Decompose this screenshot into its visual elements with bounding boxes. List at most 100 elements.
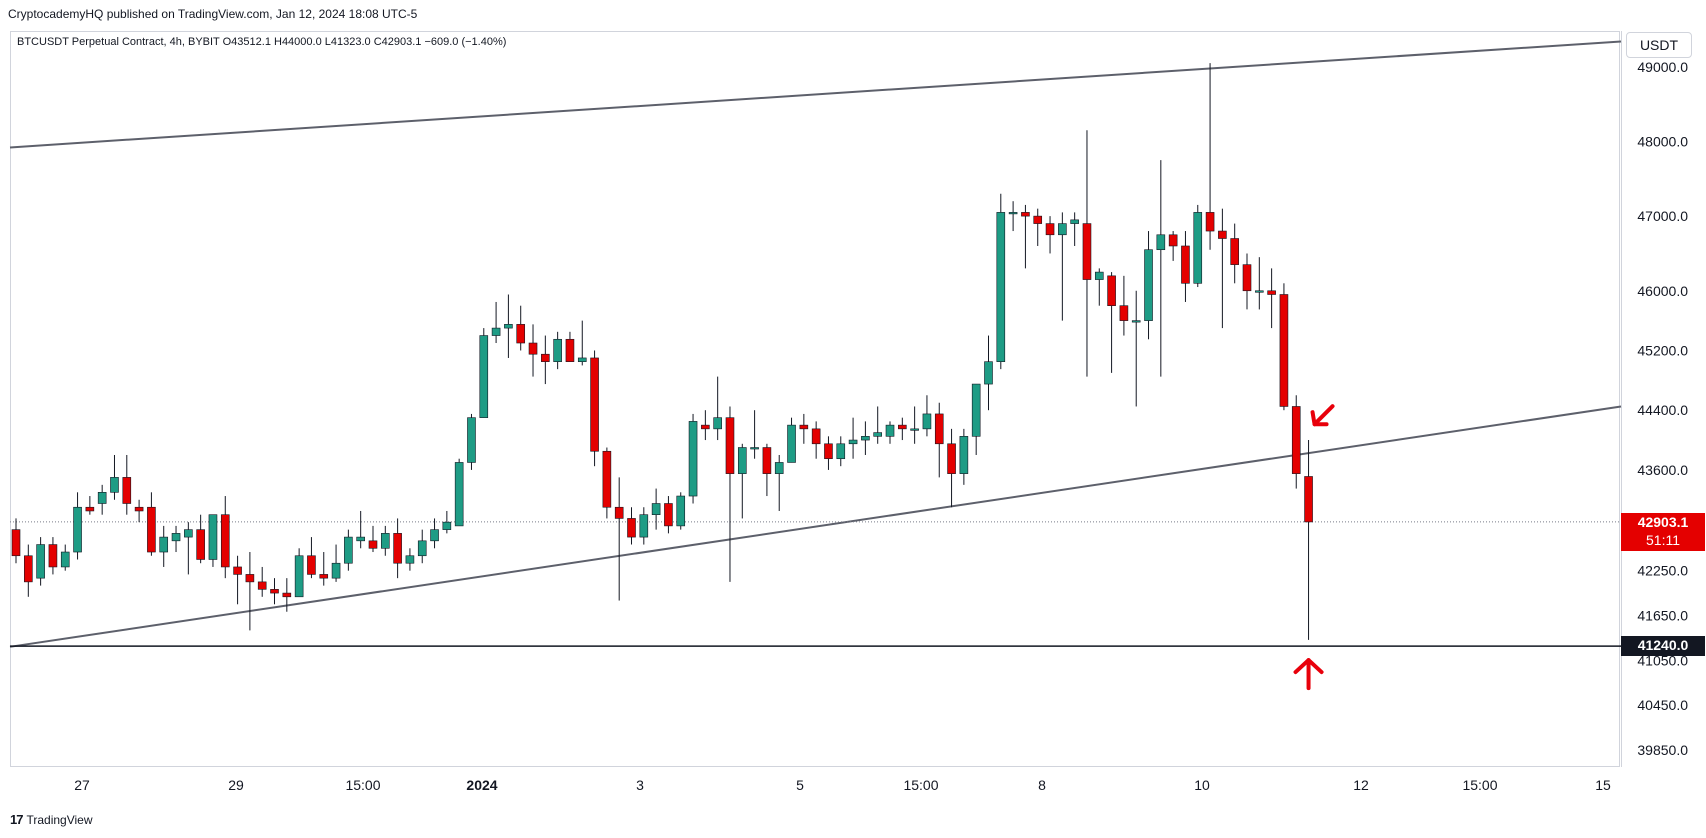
- candle: [1267, 268, 1276, 329]
- candle: [774, 454, 784, 511]
- candle-body: [934, 413, 944, 445]
- candle-body: [1144, 249, 1153, 321]
- candle: [602, 447, 612, 519]
- candle-body: [676, 495, 686, 527]
- candle-body: [1168, 234, 1178, 247]
- candle: [1218, 208, 1227, 329]
- trendline-2: [9, 405, 1622, 648]
- candle-body: [110, 477, 119, 493]
- candle: [110, 454, 119, 500]
- candle: [1156, 160, 1166, 377]
- candle-body: [85, 506, 95, 512]
- candle-body: [1304, 476, 1313, 523]
- candle-body: [36, 544, 45, 579]
- candle: [1045, 216, 1055, 254]
- candle: [405, 548, 415, 571]
- candle: [1242, 253, 1252, 310]
- candle: [1107, 272, 1116, 373]
- candle: [971, 383, 981, 455]
- candle: [1070, 212, 1079, 246]
- candle: [48, 537, 58, 575]
- time-tick-label: 15:00: [1462, 777, 1497, 793]
- candle: [196, 514, 205, 564]
- candle-body: [614, 506, 624, 519]
- symbol-info[interactable]: BTCUSDT Perpetual Contract, 4h, BYBIT O4…: [17, 36, 507, 48]
- candle-body: [1033, 215, 1043, 224]
- candle-body: [220, 514, 230, 568]
- price-tick-label: 43600.0: [1637, 462, 1688, 478]
- candle-body: [479, 335, 489, 418]
- candle: [959, 428, 969, 485]
- price-tick-label: 49000.0: [1637, 59, 1688, 75]
- candle: [504, 294, 513, 358]
- candle: [282, 578, 292, 612]
- time-tick-label: 8: [1038, 777, 1046, 793]
- candle: [380, 525, 390, 556]
- candle-body: [11, 529, 21, 557]
- candle-body: [664, 503, 673, 527]
- candle-body: [380, 533, 390, 549]
- tradingview-brand[interactable]: 17 TradingView: [10, 812, 93, 827]
- candle: [861, 421, 870, 455]
- candle: [393, 518, 402, 579]
- candle-body: [688, 421, 698, 497]
- arrow-up-icon: [1293, 658, 1324, 691]
- time-tick-label: 3: [636, 777, 644, 793]
- price-tick-label: 48000.0: [1637, 133, 1688, 149]
- candle: [885, 421, 895, 444]
- candles: [11, 63, 1313, 640]
- candle: [11, 518, 21, 564]
- price-tick-label: 41650.0: [1637, 607, 1688, 623]
- candle: [713, 376, 722, 441]
- candle: [910, 406, 919, 444]
- candle-body: [1119, 305, 1129, 321]
- candle: [233, 555, 242, 605]
- candle: [36, 537, 45, 586]
- candle: [848, 417, 858, 459]
- candle-body: [417, 540, 427, 557]
- candle: [1144, 231, 1153, 340]
- candle: [430, 518, 439, 549]
- candle-body: [257, 581, 267, 590]
- candle-body: [331, 562, 341, 579]
- candle-body: [1205, 212, 1215, 232]
- trendlines: [9, 40, 1622, 648]
- time-tick-label: 29: [228, 777, 244, 793]
- tradingview-logo-icon: 17: [10, 812, 24, 827]
- candle-body: [24, 555, 33, 583]
- candle-body: [48, 544, 58, 568]
- candle-body: [971, 383, 981, 437]
- candle: [873, 406, 883, 444]
- candle: [122, 454, 132, 515]
- candle-body: [1193, 212, 1203, 284]
- time-tick-label: 2024: [466, 777, 497, 793]
- candle: [651, 488, 661, 530]
- candle: [762, 443, 772, 497]
- candle-body: [516, 324, 526, 344]
- candle-body: [651, 503, 661, 515]
- price-axis[interactable]: [1621, 31, 1706, 767]
- arrow-shaft: [1312, 404, 1335, 427]
- candle-body: [122, 477, 132, 504]
- price-tick-label: 41050.0: [1637, 652, 1688, 668]
- candle: [811, 421, 821, 459]
- candle: [356, 510, 365, 549]
- candle-body: [442, 521, 452, 530]
- candle-body: [1070, 219, 1079, 224]
- candle: [85, 496, 95, 515]
- candle: [750, 410, 759, 459]
- candle: [1008, 201, 1018, 232]
- candle: [627, 507, 636, 545]
- candle: [24, 544, 33, 597]
- candle: [799, 413, 809, 444]
- currency-selector[interactable]: USDT: [1626, 32, 1692, 58]
- price-axis-ticks: 49000.0 48000.0 47000.0 46000.0 45200.0 44400…: [1637, 59, 1688, 758]
- candle: [1230, 223, 1239, 284]
- candle: [368, 525, 378, 553]
- chart-pane[interactable]: [10, 31, 1620, 767]
- candle-body: [344, 536, 353, 564]
- candle-body: [1242, 264, 1252, 292]
- candle: [688, 413, 698, 504]
- candle-body: [824, 443, 833, 460]
